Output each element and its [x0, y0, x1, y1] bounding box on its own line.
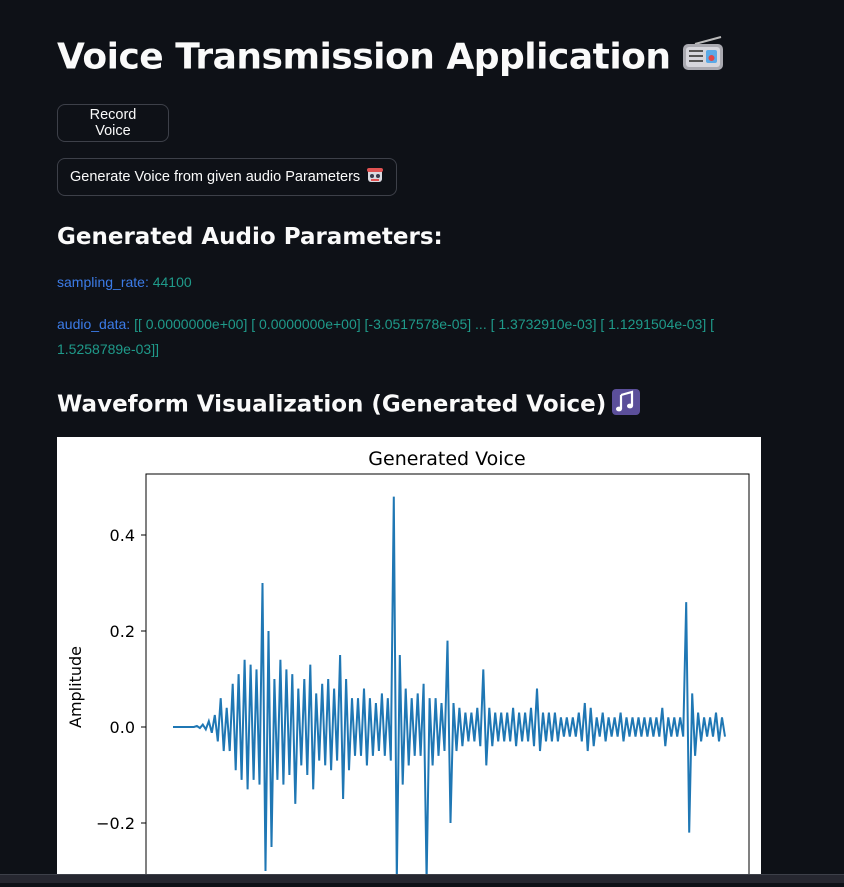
sampling-rate-label: sampling_rate: [57, 274, 149, 290]
music-notes-icon [612, 389, 641, 421]
waveform-chart: Generated Voice Amplitude 0.4 0.2 0.0 −0.2 [66, 448, 750, 887]
robot-icon [366, 166, 384, 188]
page-title: Voice Transmission Application [57, 36, 725, 81]
plot-frame [145, 473, 750, 887]
audio-data-label: audio_data: [57, 316, 131, 332]
y-tick-label: −0.2 [96, 814, 135, 833]
radio-icon [681, 36, 725, 81]
page-title-text: Voice Transmission Application [57, 36, 671, 78]
generate-voice-button[interactable]: Generate Voice from given audio Paramete… [57, 158, 398, 196]
params-heading: Generated Audio Parameters: [57, 224, 443, 250]
audio-data-row: audio_data: [[ 0.0000000e+00] [ 0.000000… [57, 312, 747, 362]
waveform-plot: Generated Voice Amplitude 0.4 0.2 0.0 −0.2 [57, 437, 761, 887]
sampling-rate-value: 44100 [152, 274, 192, 290]
audio-data-value: [[ 0.0000000e+00] [ 0.0000000e+00] [-3.0… [57, 316, 715, 357]
sampling-rate-row: sampling_rate: 44100 [57, 270, 192, 295]
waveform-heading-text: Waveform Visualization (Generated Voice) [57, 391, 607, 418]
generate-voice-label: Generate Voice from given audio Paramete… [70, 169, 361, 185]
y-axis-label: Amplitude [66, 646, 85, 728]
y-tick-label: 0.4 [110, 526, 135, 545]
waveform-line [173, 496, 726, 881]
chart-title: Generated Voice [368, 448, 525, 470]
y-tick-label: 0.2 [110, 622, 135, 641]
record-voice-button[interactable]: Record Voice [57, 104, 169, 142]
waveform-heading: Waveform Visualization (Generated Voice) [57, 389, 641, 421]
record-voice-label: Record Voice [89, 107, 137, 139]
y-tick-label: 0.0 [110, 718, 135, 737]
bottom-bar [0, 874, 844, 883]
